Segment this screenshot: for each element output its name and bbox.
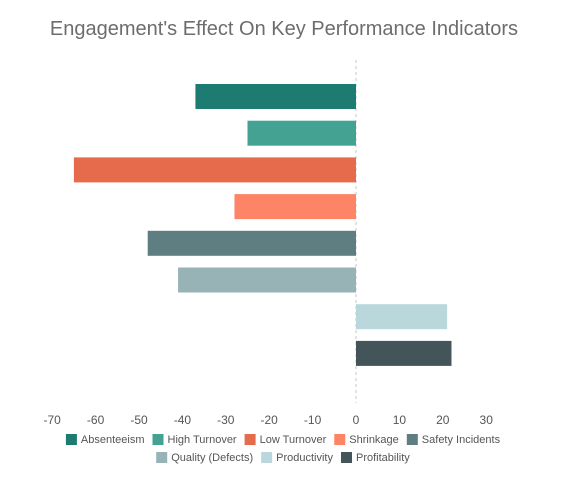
legend-swatch: [152, 434, 164, 445]
x-tick-label: 10: [393, 413, 407, 427]
x-tick-label: 30: [480, 413, 494, 427]
bar-profitability: [356, 340, 452, 366]
legend-row: Quality (Defects) Productivity Profitabili…: [156, 452, 410, 464]
chart-title: Engagement's Effect On Key Performance I…: [50, 18, 518, 40]
x-tick-label: -70: [44, 413, 62, 427]
legend-label: Low Turnover: [260, 434, 327, 446]
legend-swatch: [340, 452, 352, 463]
legend-label: Shrinkage: [349, 434, 399, 446]
bar-high-turnover: [247, 120, 356, 146]
legend-swatch: [156, 452, 168, 463]
legend-label: High Turnover: [168, 434, 237, 446]
x-axis-ticks: -70 -60 -50 -40 -30 -20 -10 0 10 20 30: [44, 413, 494, 427]
x-tick-label: -60: [87, 413, 105, 427]
legend-swatch: [406, 434, 418, 445]
x-tick-label: -10: [304, 413, 322, 427]
x-tick-label: -40: [174, 413, 192, 427]
x-tick-label: -30: [217, 413, 235, 427]
x-tick-label: -50: [130, 413, 148, 427]
legend-swatch: [244, 434, 256, 445]
legend-swatch: [334, 434, 346, 445]
x-tick-label: 20: [436, 413, 450, 427]
bar-safety-incidents: [147, 230, 356, 256]
bar-productivity: [356, 304, 448, 330]
x-tick-label: -20: [261, 413, 279, 427]
legend-row: Absenteeism High Turnover Low Turnover Shri…: [65, 434, 501, 446]
legend-label: Profitability: [356, 452, 410, 464]
legend-label: Quality (Defects): [171, 452, 253, 464]
legend-swatch: [261, 452, 273, 463]
bar-shrinkage: [234, 194, 356, 220]
legend-label: Productivity: [276, 452, 333, 464]
legend-swatch: [65, 434, 77, 445]
legend: Absenteeism High Turnover Low Turnover Shri…: [65, 434, 501, 464]
x-tick-label: 0: [353, 413, 360, 427]
legend-label: Safety Incidents: [422, 434, 501, 446]
bar-quality-defects: [178, 267, 356, 293]
legend-label: Absenteeism: [81, 434, 145, 446]
bar-low-turnover: [73, 157, 357, 183]
bar-group: [73, 84, 452, 366]
bar-absenteeism: [195, 84, 356, 109]
